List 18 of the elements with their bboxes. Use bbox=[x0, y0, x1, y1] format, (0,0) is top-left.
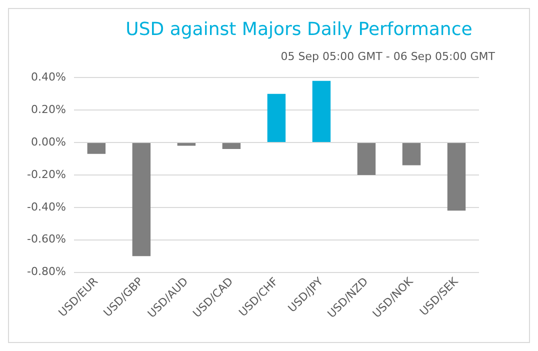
y-tick-label: 0.40% bbox=[30, 70, 66, 84]
bar bbox=[177, 142, 196, 146]
bar bbox=[312, 80, 331, 142]
y-tick-label: -0.40% bbox=[26, 200, 66, 214]
chart-title: USD against Majors Daily Performance bbox=[124, 18, 474, 40]
y-tick-label: -0.20% bbox=[26, 168, 66, 181]
bar bbox=[132, 142, 151, 256]
bar bbox=[87, 142, 106, 154]
bar bbox=[267, 94, 286, 142]
bar bbox=[357, 142, 376, 175]
bar bbox=[447, 142, 466, 211]
bar bbox=[222, 142, 241, 149]
y-tick-label: 0.20% bbox=[30, 102, 66, 116]
y-tick-label: -0.80% bbox=[26, 265, 66, 278]
chart-subtitle: 05 Sep 05:00 GMT - 06 Sep 05:00 GMT bbox=[280, 50, 496, 63]
y-tick-label: -0.60% bbox=[26, 232, 66, 246]
bar bbox=[402, 142, 421, 166]
y-tick-label: 0.00% bbox=[30, 135, 66, 148]
